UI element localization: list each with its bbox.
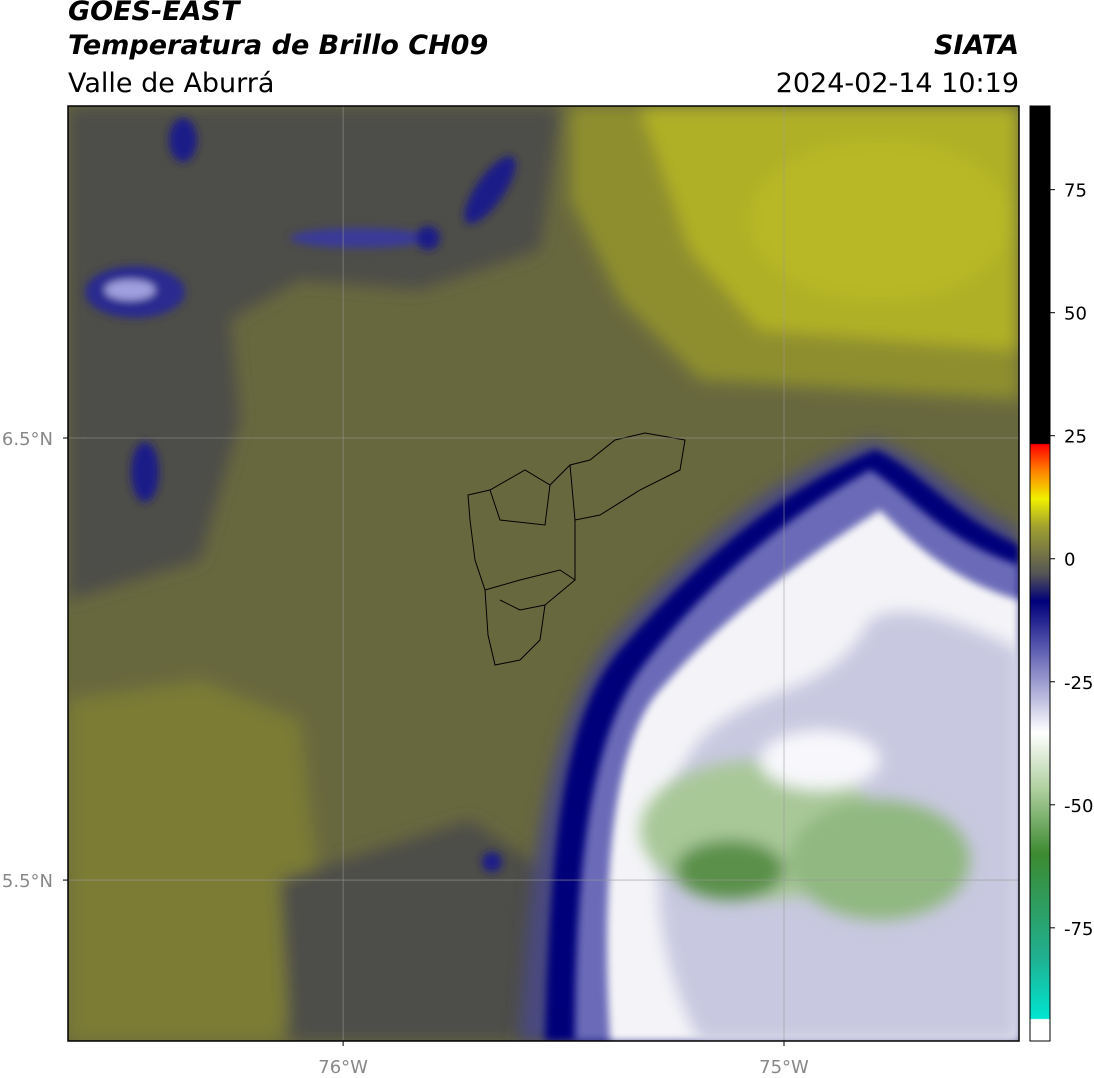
lat-tick-label: 5.5°N	[2, 871, 53, 892]
timestamp: 2024-02-14 10:19	[776, 68, 1019, 99]
map-frame	[67, 105, 1020, 1042]
colorbar-tick-label: -50	[1064, 796, 1093, 817]
lon-tick-label: 75°W	[759, 1057, 809, 1078]
subtitle: Temperatura de Brillo CH09	[68, 30, 488, 61]
map-image	[68, 106, 1019, 1041]
title: GOES-EAST	[68, 0, 242, 27]
colorbar-tick-label: 50	[1064, 304, 1087, 325]
region: Valle de Aburrá	[68, 68, 274, 99]
colorbar-tick-label: 25	[1064, 427, 1087, 448]
colorbar-tick-label: -75	[1064, 919, 1093, 940]
colorbar-tick-label: 0	[1064, 550, 1075, 571]
colorbar-tick-label: -25	[1064, 673, 1093, 694]
colorbar-tick-label: 75	[1064, 181, 1087, 202]
lat-tick-label: 6.5°N	[2, 429, 53, 450]
colorbar	[1029, 105, 1051, 1042]
graticule	[68, 106, 1019, 1041]
source: SIATA	[934, 30, 1019, 61]
valley-boundary	[467, 432, 686, 666]
lon-tick-label: 76°W	[318, 1057, 368, 1078]
